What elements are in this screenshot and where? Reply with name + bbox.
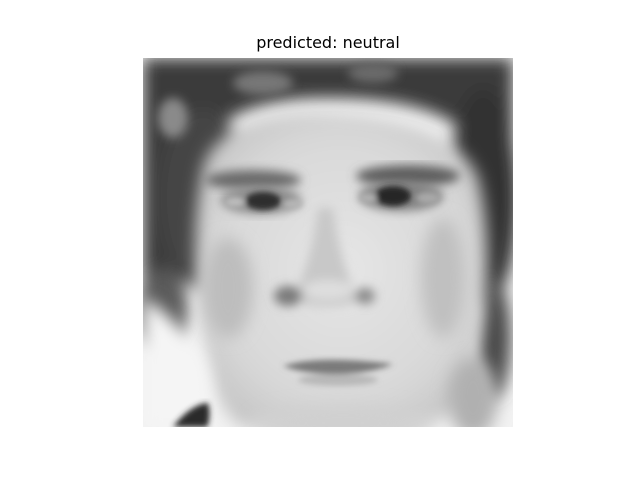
- figure-title: predicted: neutral: [256, 33, 400, 52]
- face-image: [143, 58, 513, 427]
- face-image-svg: [143, 58, 513, 427]
